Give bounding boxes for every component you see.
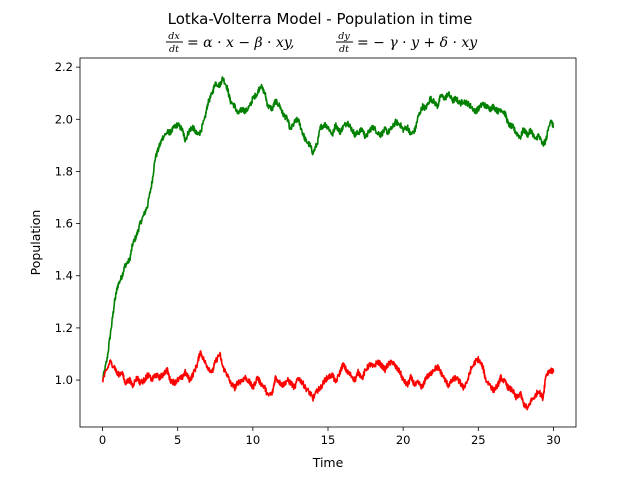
x-tick-label: 20 bbox=[396, 433, 411, 447]
eq1-denominator: dt bbox=[169, 44, 179, 55]
y-tick-label: 2.0 bbox=[55, 112, 73, 126]
eq1-rhs: = α · x − β · xy, bbox=[187, 35, 294, 51]
y-tick-label: 1.0 bbox=[55, 373, 73, 387]
series-line-2 bbox=[101, 350, 555, 411]
eq2-numerator: dy bbox=[338, 31, 350, 42]
y-tick-label: 1.8 bbox=[55, 164, 73, 178]
x-tick-label: 5 bbox=[174, 433, 181, 447]
x-tick-label: 30 bbox=[546, 433, 561, 447]
chart-title: Lotka-Volterra Model - Population in tim… bbox=[168, 10, 473, 28]
y-axis-label: Population bbox=[28, 210, 43, 276]
eq2-denominator: dt bbox=[339, 44, 349, 55]
y-tick-label: 1.6 bbox=[55, 217, 73, 231]
x-axis-label: Time bbox=[312, 455, 344, 470]
y-axis: 1.0 1.2 1.4 1.6 1.8 2.0 2.2 bbox=[55, 60, 80, 387]
series-line-1 bbox=[102, 76, 555, 381]
x-axis: 0 5 10 15 20 25 30 bbox=[99, 427, 561, 447]
y-tick-label: 1.4 bbox=[55, 269, 73, 283]
x-tick-label: 0 bbox=[99, 433, 106, 447]
x-tick-label: 15 bbox=[321, 433, 336, 447]
chart-subtitle-equations: dx dt = α · x − β · xy, dy dt = − γ · y … bbox=[166, 31, 478, 55]
series-layer bbox=[101, 76, 555, 411]
eq1-numerator: dx bbox=[168, 31, 180, 42]
x-tick-label: 25 bbox=[471, 433, 486, 447]
y-tick-label: 1.2 bbox=[55, 321, 73, 335]
y-tick-label: 2.2 bbox=[55, 60, 73, 74]
x-tick-label: 10 bbox=[246, 433, 261, 447]
eq2-rhs: = − γ · y + δ · xy bbox=[357, 35, 478, 51]
